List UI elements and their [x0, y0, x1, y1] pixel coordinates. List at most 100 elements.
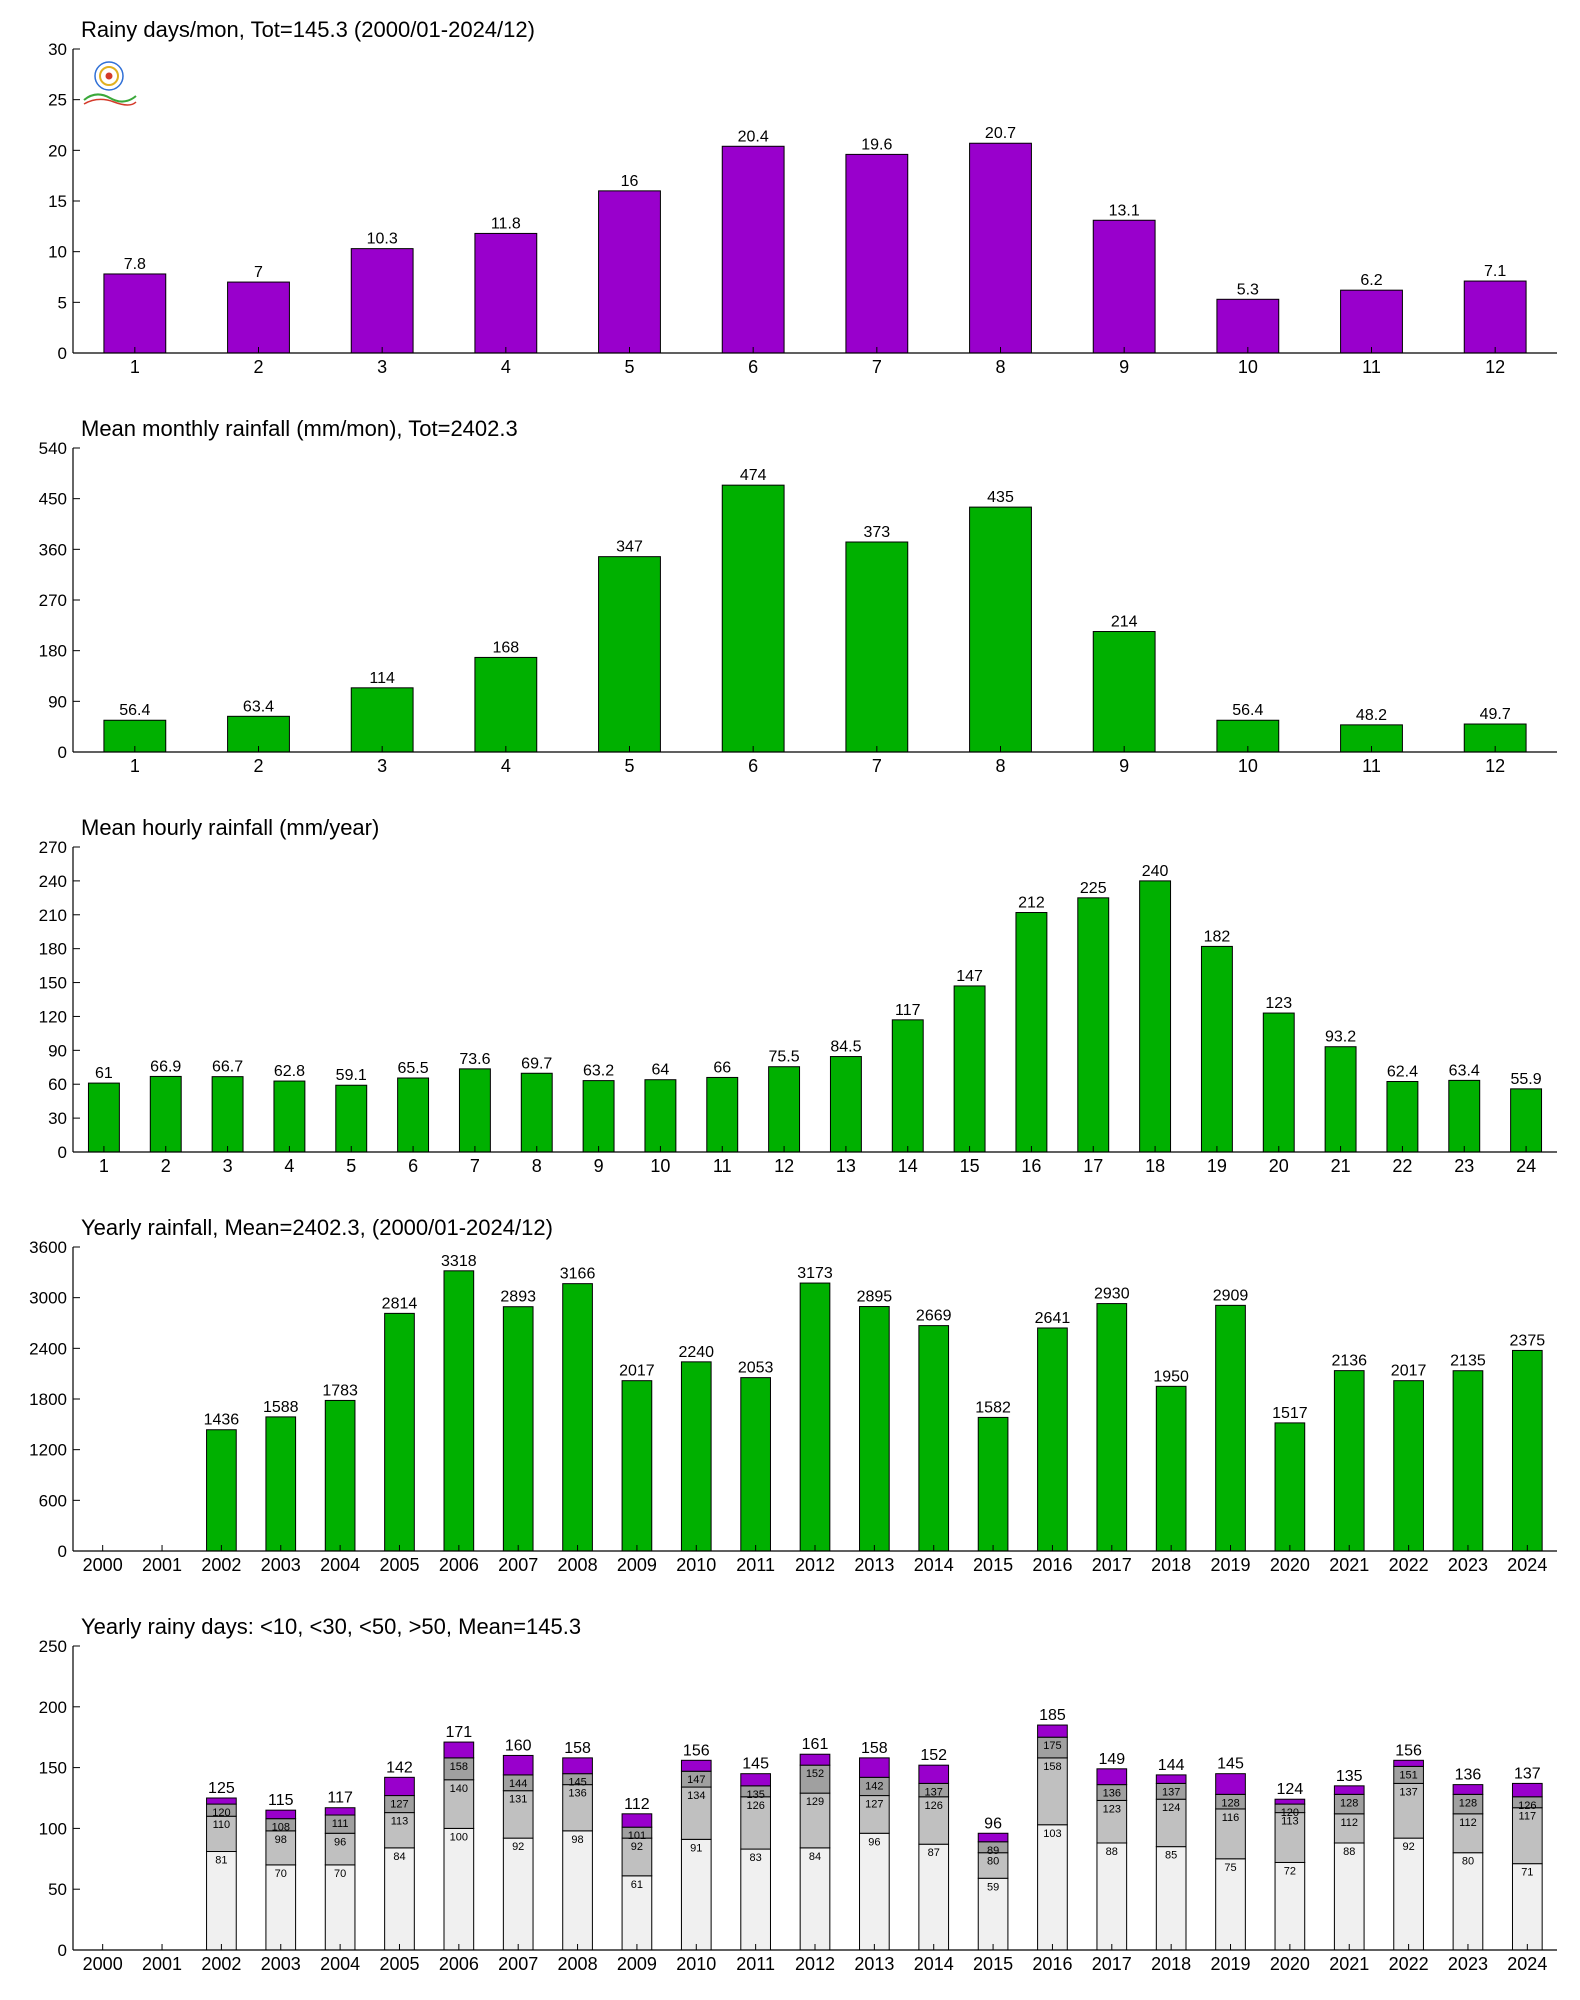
y-tick-label-0: 0 [58, 344, 67, 363]
data-label-3: 66.7 [212, 1059, 243, 1076]
stack-label-2002-1: 81 [215, 1855, 227, 1867]
x-tick-label-2020: 2020 [1270, 1555, 1310, 1575]
x-tick-label-9: 9 [594, 1156, 604, 1176]
x-tick-label-2013: 2013 [854, 1555, 894, 1575]
x-tick-label-7: 7 [872, 756, 882, 776]
stack-label-2011-2: 126 [746, 1800, 764, 1812]
data-label-24: 55.9 [1511, 1071, 1542, 1088]
y-tick-label-20: 20 [48, 141, 67, 160]
x-tick-label-2: 2 [161, 1156, 171, 1176]
x-tick-label-2006: 2006 [439, 1954, 479, 1974]
x-tick-label-2001: 2001 [142, 1555, 182, 1575]
stack-segment-2017-4 [1096, 1768, 1128, 1786]
stack-label-2010-3: 147 [687, 1774, 705, 1786]
x-tick-label-2008: 2008 [558, 1954, 598, 1974]
stack-label-2005-1: 84 [393, 1851, 405, 1863]
x-tick-label-2004: 2004 [320, 1954, 360, 1974]
stack-label-2010-2: 134 [687, 1790, 705, 1802]
stack-segment-2013-2 [859, 1795, 890, 1834]
x-tick-label-13: 13 [836, 1156, 856, 1176]
stack-segment-2022-4 [1393, 1759, 1424, 1767]
x-tick-label-2000: 2000 [83, 1954, 123, 1974]
x-tick-label-16: 16 [1021, 1156, 1041, 1176]
stack-label-2017-1: 88 [1106, 1846, 1118, 1858]
chart-title: Mean hourly rainfall (mm/year) [81, 815, 379, 840]
bar-1 [103, 273, 167, 354]
bar-2022 [1393, 1380, 1424, 1552]
stack-label-2022-1: 92 [1402, 1841, 1414, 1853]
stack-label-2017-2: 123 [1103, 1803, 1121, 1815]
data-label-12: 75.5 [769, 1049, 800, 1066]
bar-2 [149, 1075, 182, 1153]
chart-panel-3: Mean hourly rainfall (mm/year)61 66.9 66.7… [39, 815, 1557, 1176]
x-tick-label-4: 4 [501, 756, 511, 776]
y-tick-label-0: 0 [58, 1941, 67, 1960]
total-label-2016: 185 [1039, 1707, 1066, 1724]
total-label-2019: 145 [1217, 1756, 1244, 1773]
y-tick-label-30: 30 [48, 1109, 67, 1128]
bar-21 [1324, 1046, 1357, 1153]
bar-15 [953, 985, 986, 1153]
x-tick-label-12: 12 [774, 1156, 794, 1176]
bar-20 [1262, 1012, 1295, 1153]
bar-2007 [502, 1306, 534, 1552]
stack-segment-2005-1 [384, 1847, 415, 1951]
data-label-2017: 2930 [1094, 1286, 1130, 1303]
data-label-11: 48.2 [1356, 707, 1387, 724]
y-tick-label-150: 150 [39, 1759, 67, 1778]
stack-segment-2006-1 [443, 1827, 475, 1951]
y-tick-label-5: 5 [58, 293, 67, 312]
stack-label-2004-2: 96 [334, 1836, 346, 1848]
stack-segment-2013-4 [859, 1757, 890, 1778]
stack-label-2021-3: 128 [1340, 1797, 1358, 1809]
total-label-2020: 124 [1277, 1781, 1304, 1798]
stack-label-2024-1: 71 [1521, 1867, 1533, 1879]
stack-label-2020-2: 113 [1281, 1816, 1299, 1828]
x-tick-label-11: 11 [713, 1156, 732, 1176]
data-label-13: 84.5 [830, 1039, 861, 1056]
bar-16 [1015, 912, 1048, 1153]
stack-segment-2022-2 [1393, 1782, 1424, 1839]
bar-4 [474, 656, 538, 753]
y-tick-label-600: 600 [39, 1491, 67, 1510]
stack-label-2017-3: 136 [1103, 1788, 1121, 1800]
data-label-17: 225 [1080, 880, 1107, 897]
data-label-2024: 2375 [1510, 1332, 1546, 1349]
stack-label-2019-3: 128 [1221, 1797, 1239, 1809]
stack-label-2007-2: 131 [509, 1794, 527, 1806]
x-tick-label-3: 3 [377, 357, 387, 377]
stack-segment-2015-2 [977, 1852, 1009, 1879]
data-label-6: 20.4 [738, 128, 769, 145]
total-label-2022: 156 [1395, 1742, 1422, 1759]
stack-label-2013-2: 127 [865, 1799, 883, 1811]
x-tick-label-1: 1 [99, 1156, 109, 1176]
x-tick-label-2011: 2011 [736, 1555, 775, 1575]
total-label-2005: 142 [386, 1759, 413, 1776]
x-tick-label-2006: 2006 [439, 1555, 479, 1575]
x-tick-label-2004: 2004 [320, 1555, 360, 1575]
x-tick-label-2017: 2017 [1092, 1555, 1132, 1575]
stack-segment-2019-4 [1215, 1773, 1246, 1795]
chart-panel-4: Yearly rainfall, Mean=2402.3, (2000/01-2… [29, 1215, 1557, 1575]
bar-17 [1077, 897, 1110, 1153]
bar-11 [1340, 289, 1403, 354]
stack-label-2012-1: 84 [809, 1851, 821, 1863]
data-label-9: 214 [1111, 614, 1138, 631]
stack-segment-2006-4 [443, 1741, 475, 1759]
stack-label-2003-2: 98 [275, 1834, 287, 1846]
bar-2008 [562, 1283, 593, 1552]
x-tick-label-2008: 2008 [558, 1555, 598, 1575]
stack-label-2002-3: 120 [212, 1807, 230, 1819]
bar-2015 [977, 1416, 1009, 1552]
data-label-5: 16 [621, 173, 639, 190]
bar-5 [335, 1084, 368, 1153]
data-label-4: 168 [492, 639, 519, 656]
stack-label-2023-1: 80 [1462, 1856, 1474, 1868]
stack-segment-2012-3 [799, 1764, 831, 1794]
data-label-1: 61 [95, 1065, 113, 1082]
stack-segment-2020-1 [1274, 1861, 1306, 1951]
stack-segment-2010-1 [680, 1838, 712, 1951]
total-label-2013: 158 [861, 1740, 888, 1757]
stack-label-2014-3: 137 [925, 1786, 943, 1798]
